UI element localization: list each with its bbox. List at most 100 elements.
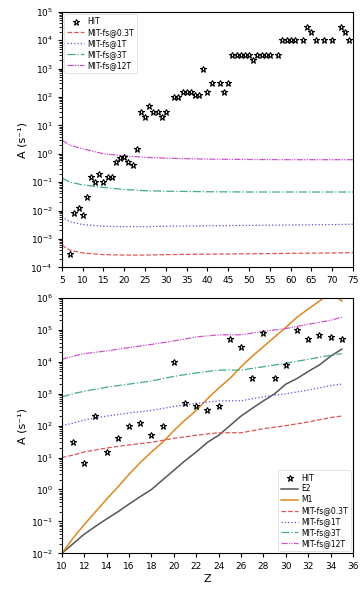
MIT-fs@3T xyxy=(261,363,266,370)
MIT-fs@12T xyxy=(247,156,251,163)
M1 xyxy=(71,534,75,541)
MIT-fs@0.3T xyxy=(306,418,310,425)
MIT-fs@12T xyxy=(122,152,126,159)
MIT-fs@3T xyxy=(340,350,344,357)
M1 xyxy=(340,298,344,305)
M1 xyxy=(273,333,277,340)
M1 xyxy=(228,375,232,382)
M1 xyxy=(317,298,322,305)
MIT-fs@1T xyxy=(194,400,198,407)
MIT-fs@0.3T xyxy=(149,439,154,446)
MIT-fs@0.3T xyxy=(143,252,147,259)
MIT-fs@1T xyxy=(104,412,109,419)
Line: M1: M1 xyxy=(62,292,342,553)
MIT-fs@1T xyxy=(172,403,176,410)
MIT-fs@3T xyxy=(68,178,72,186)
MIT-fs@12T xyxy=(149,341,154,348)
Line: HIT: HIT xyxy=(67,24,352,257)
M1 xyxy=(60,550,64,557)
MIT-fs@12T xyxy=(217,331,221,339)
MIT-fs@12T xyxy=(60,137,64,144)
HIT xyxy=(93,412,98,419)
MIT-fs@0.3T xyxy=(261,425,266,433)
MIT-fs@0.3T xyxy=(247,250,251,257)
MIT-fs@3T xyxy=(217,367,221,374)
Line: MIT-fs@3T: MIT-fs@3T xyxy=(62,178,353,192)
M1 xyxy=(138,459,142,466)
E2 xyxy=(250,405,254,412)
M1 xyxy=(172,427,176,434)
MIT-fs@3T xyxy=(60,174,64,181)
M1 xyxy=(82,521,87,528)
E2 xyxy=(116,508,120,515)
E2 xyxy=(127,500,131,508)
HIT xyxy=(104,449,109,456)
MIT-fs@1T xyxy=(306,387,310,394)
E2 xyxy=(183,457,187,464)
MIT-fs@3T xyxy=(289,189,293,196)
MIT-fs@12T xyxy=(306,321,310,328)
MIT-fs@1T xyxy=(80,221,85,228)
HIT xyxy=(183,400,187,407)
MIT-fs@0.3T xyxy=(172,435,176,442)
MIT-fs@1T xyxy=(217,397,221,405)
E2 xyxy=(317,361,322,368)
MIT-fs@12T xyxy=(205,155,210,162)
HIT xyxy=(317,331,322,339)
M1 xyxy=(149,449,154,456)
MIT-fs@0.3T xyxy=(205,250,210,258)
Line: MIT-fs@0.3T: MIT-fs@0.3T xyxy=(62,416,342,458)
M1 xyxy=(116,483,120,490)
MIT-fs@0.3T xyxy=(101,251,106,258)
E2 xyxy=(60,550,64,557)
MIT-fs@12T xyxy=(143,154,147,161)
MIT-fs@3T xyxy=(164,187,168,195)
HIT xyxy=(328,333,333,340)
HIT xyxy=(261,330,266,337)
E2 xyxy=(161,477,165,484)
Line: MIT-fs@1T: MIT-fs@1T xyxy=(62,384,342,425)
MIT-fs@1T xyxy=(60,422,64,429)
MIT-fs@12T xyxy=(261,328,266,335)
MIT-fs@3T xyxy=(80,181,85,189)
MIT-fs@0.3T xyxy=(351,249,355,256)
MIT-fs@3T xyxy=(149,377,154,384)
HIT xyxy=(306,336,310,343)
MIT-fs@12T xyxy=(330,156,335,163)
MIT-fs@12T xyxy=(71,353,75,360)
MIT-fs@3T xyxy=(71,390,75,397)
HIT xyxy=(217,403,221,410)
MIT-fs@3T xyxy=(247,189,251,196)
M1 xyxy=(306,305,310,312)
HIT xyxy=(250,375,254,382)
MIT-fs@12T xyxy=(194,333,198,340)
MIT-fs@1T xyxy=(143,223,147,230)
E2 xyxy=(273,390,277,397)
MIT-fs@1T xyxy=(247,222,251,229)
M1 xyxy=(161,439,165,446)
E2 xyxy=(138,493,142,500)
MIT-fs@3T xyxy=(104,384,109,391)
MIT-fs@12T xyxy=(284,325,288,332)
MIT-fs@1T xyxy=(239,397,243,405)
MIT-fs@0.3T xyxy=(330,249,335,256)
M1 xyxy=(261,343,266,350)
M1 xyxy=(205,395,210,402)
MIT-fs@0.3T xyxy=(68,247,72,254)
Line: HIT: HIT xyxy=(70,327,345,466)
MIT-fs@0.3T xyxy=(104,444,109,452)
E2 xyxy=(205,439,210,446)
HIT xyxy=(305,23,309,30)
HIT xyxy=(138,419,142,427)
HIT xyxy=(127,422,131,429)
MIT-fs@0.3T xyxy=(60,242,64,249)
M1 xyxy=(104,496,109,503)
MIT-fs@0.3T xyxy=(164,251,168,258)
HIT xyxy=(68,250,72,257)
M1 xyxy=(239,363,243,370)
E2 xyxy=(82,531,87,538)
Line: MIT-fs@3T: MIT-fs@3T xyxy=(62,353,342,397)
X-axis label: Z: Z xyxy=(204,574,211,584)
HIT xyxy=(284,361,288,368)
MIT-fs@1T xyxy=(101,223,106,230)
